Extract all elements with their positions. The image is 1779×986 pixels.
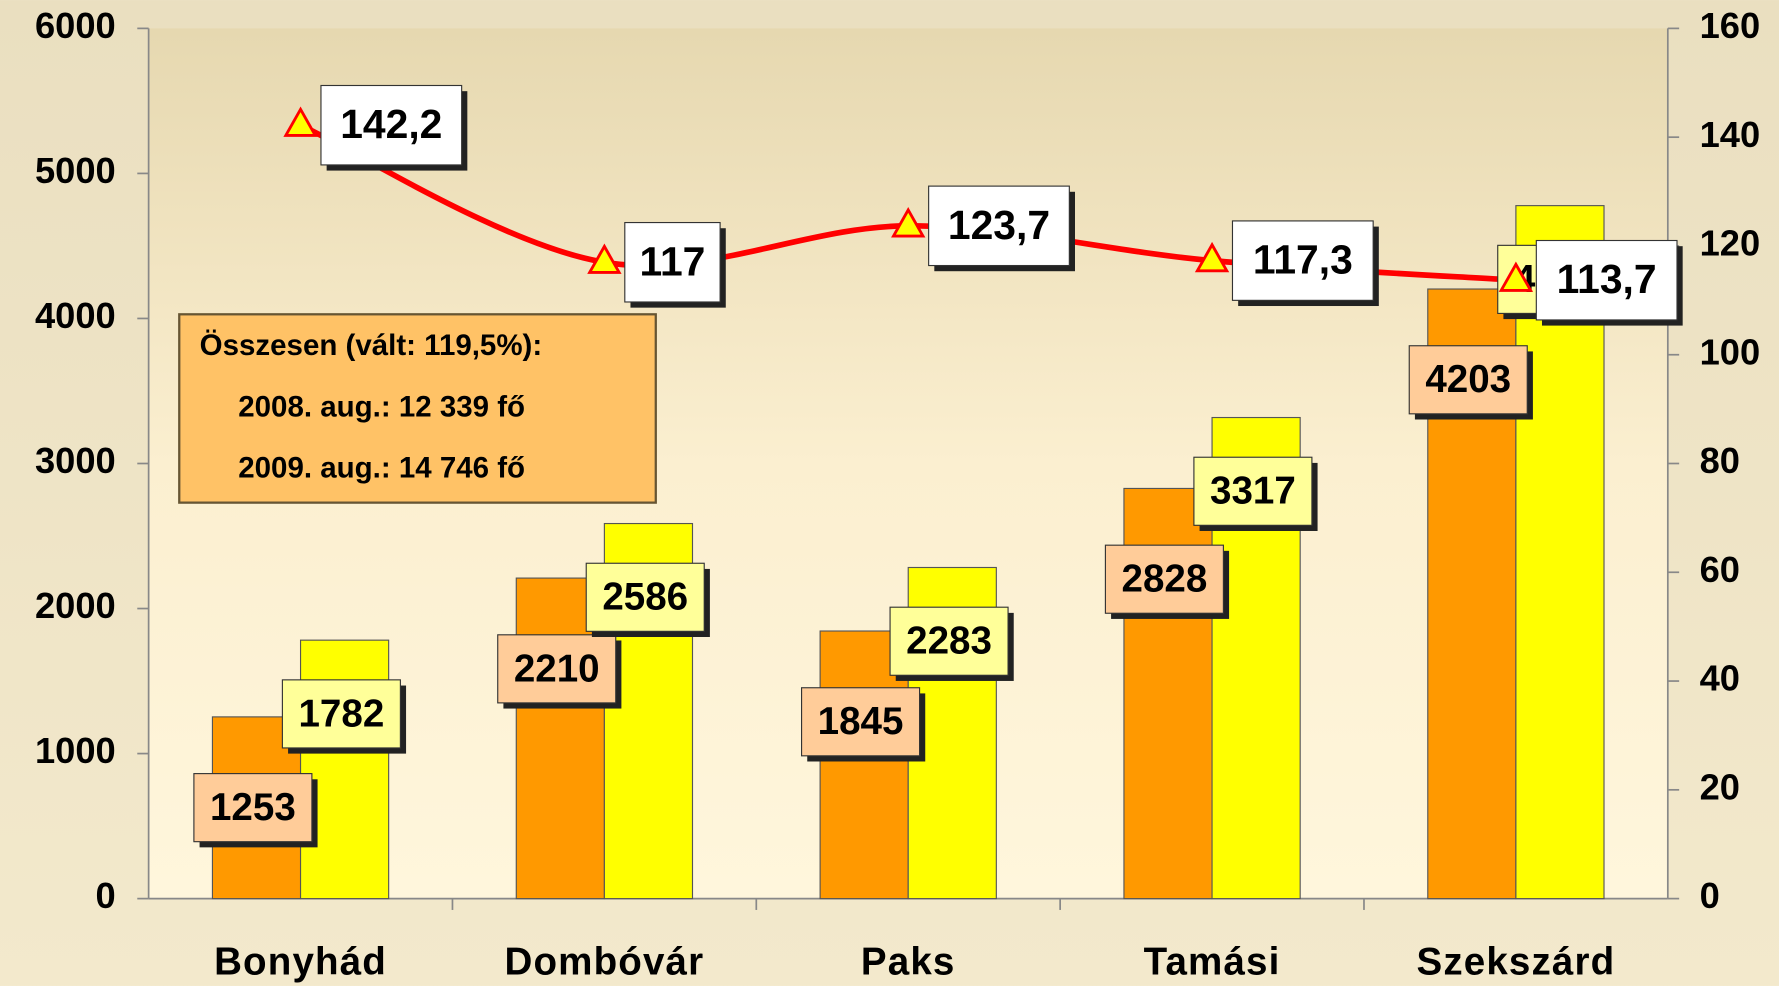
y-tick-label: 5000 — [35, 150, 116, 191]
y-tick-label: 4000 — [35, 295, 116, 336]
y-tick-label: 6000 — [35, 5, 116, 46]
line-marker — [891, 207, 926, 238]
bar-value-label-group: 1253 — [193, 773, 318, 848]
line-marker — [283, 106, 318, 137]
y2-tick-label: 140 — [1700, 114, 1761, 155]
line-value-label-group: 113,7 — [1535, 239, 1683, 326]
line-value-label: 142,2 — [340, 101, 442, 147]
line-marker — [1498, 261, 1534, 292]
bar-value-label-group: 4203 — [1408, 345, 1533, 420]
bar-value-label: 4203 — [1425, 358, 1511, 401]
x-tick-label: Tamási — [1144, 941, 1281, 984]
y-tick-label: 2000 — [35, 585, 116, 626]
bar-value-label: 2828 — [1122, 558, 1208, 601]
bar-value-label: 1782 — [298, 692, 384, 735]
bar-value-label-box — [585, 562, 705, 632]
annotation: 2008. aug.: 12 339 fő — [238, 390, 525, 423]
line-value-label-group: 117,3 — [1231, 220, 1379, 307]
bar-value-label-group: 2210 — [497, 634, 622, 709]
y2-tick-label: 80 — [1700, 440, 1740, 481]
x-tick-label: Bonyhád — [214, 941, 387, 984]
bar-value-label-box — [1193, 456, 1313, 526]
bar-value-label-box — [1408, 345, 1528, 415]
annotation-frame — [178, 313, 657, 504]
annotation: Összesen (vált: 119,5%): — [200, 329, 543, 362]
bar-value-label-box — [801, 687, 921, 757]
line-value-label: 117,3 — [1253, 237, 1353, 283]
bar-value-label-box — [497, 634, 617, 704]
bar-value-label: 1253 — [210, 786, 296, 829]
bar-value-label-box — [193, 773, 313, 843]
bar — [299, 639, 390, 900]
bar-value-label-group: 2283 — [889, 606, 1014, 681]
bar-value-label-group: 3317 — [1193, 456, 1318, 531]
y-tick-label: 1000 — [35, 730, 116, 771]
line-value-label-box — [320, 84, 463, 166]
bar-value-label: 1845 — [818, 700, 904, 743]
bar-value-label-group: 1845 — [801, 687, 926, 762]
bar-value-label-box — [1104, 544, 1224, 614]
annotation-box: Összesen (vált: 119,5%): 2008. aug.: 12 … — [178, 313, 657, 504]
bar-value-label-box — [889, 606, 1009, 676]
y2-tick-label: 160 — [1700, 5, 1761, 46]
y-tick-label: 0 — [96, 875, 116, 916]
bar-value-label-group: 2828 — [1104, 544, 1230, 619]
line-value-label-group: 142,2 — [320, 84, 468, 171]
y2-tick-label: 20 — [1700, 766, 1740, 807]
bar-value-label: 3317 — [1210, 470, 1296, 513]
line-value-label-group: 117 — [624, 221, 726, 308]
y2-tick-label: 60 — [1700, 549, 1740, 590]
bar-value-label: 2210 — [514, 647, 600, 690]
line-value-label: 113,7 — [1557, 256, 1657, 302]
line-value-label-box — [928, 185, 1070, 267]
line-value-label: 117 — [640, 238, 706, 284]
bar-value-label: 2283 — [906, 620, 992, 663]
bar-value-label-group: 1782 — [281, 679, 407, 754]
line-value-label: 123,7 — [948, 202, 1050, 248]
y-tick-label: 3000 — [35, 440, 116, 481]
y2-tick-label: 100 — [1700, 331, 1761, 372]
line-value-label-box — [1535, 239, 1678, 321]
annotation: 2009. aug.: 14 746 fő — [238, 452, 525, 485]
line-value-label-group: 123,7 — [928, 185, 1076, 272]
line-value-label-box — [624, 221, 721, 303]
line-marker — [587, 243, 622, 274]
x-tick-label: Paks — [861, 941, 956, 984]
line-value-label-box — [1231, 220, 1374, 301]
x-tick-label: Szekszárd — [1416, 941, 1615, 984]
bar-value-label-box — [281, 679, 401, 749]
y2-tick-label: 40 — [1700, 658, 1740, 699]
y2-tick-label: 120 — [1700, 223, 1761, 264]
x-tick-label: Dombóvár — [504, 941, 704, 984]
bar-value-label-group: 2586 — [585, 562, 710, 638]
bar-value-label: 2586 — [602, 576, 688, 619]
y2-tick-label: 0 — [1700, 875, 1720, 916]
line-marker — [1194, 241, 1230, 273]
